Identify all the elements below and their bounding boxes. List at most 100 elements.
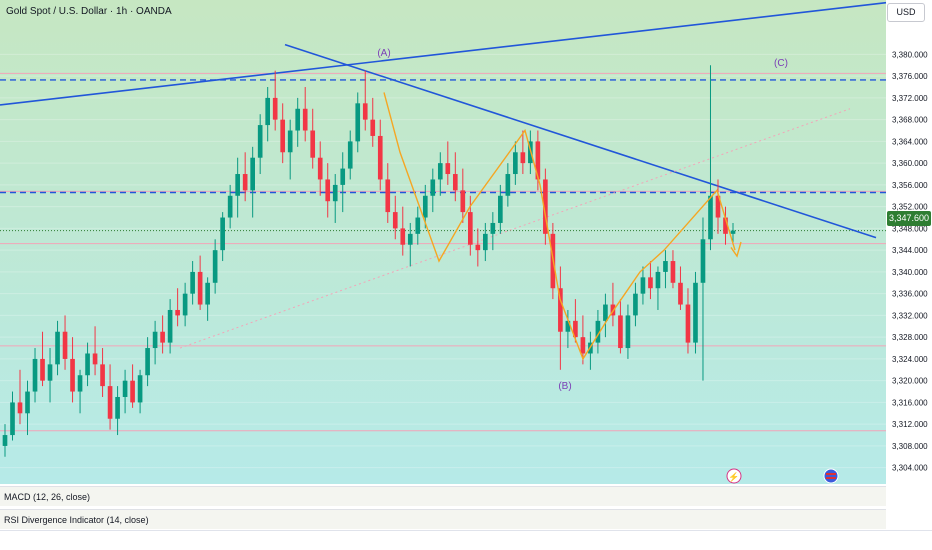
candle-body xyxy=(332,184,338,202)
y-tick-label: 3,336.000 xyxy=(892,290,928,299)
wave-path xyxy=(383,92,736,361)
candle-body xyxy=(347,141,353,169)
candle-body xyxy=(212,250,218,283)
us-flag-stripe xyxy=(826,477,836,479)
candle-body xyxy=(85,353,90,376)
falling-trendline xyxy=(284,43,877,239)
candle-body xyxy=(693,282,698,343)
y-tick-label: 3,340.000 xyxy=(892,268,928,277)
rsi-pane[interactable]: RSI Divergence Indicator (14, close) xyxy=(0,509,886,529)
candle-body xyxy=(287,130,293,153)
candle-body xyxy=(152,331,158,349)
candle-body xyxy=(430,179,436,196)
candle-body xyxy=(205,282,210,305)
y-tick-label: 3,352.000 xyxy=(892,203,928,212)
us-flag-stripe xyxy=(826,473,836,475)
candle-body xyxy=(580,337,586,354)
wave-label-c: (C) xyxy=(774,58,788,69)
candle-body xyxy=(190,271,195,294)
candle-body xyxy=(295,108,301,131)
candle-body xyxy=(655,271,661,289)
candle-body xyxy=(452,174,458,191)
y-tick-label: 3,360.000 xyxy=(892,159,928,168)
y-tick-label: 3,304.000 xyxy=(892,464,928,473)
candle-body xyxy=(498,195,503,223)
candle-body xyxy=(543,179,548,234)
candle-body xyxy=(272,97,278,120)
y-tick-label: 3,312.000 xyxy=(892,420,928,429)
candle-body xyxy=(302,108,308,131)
candle-body xyxy=(460,190,466,213)
dotted-channel-line xyxy=(179,108,851,349)
candle-body xyxy=(603,304,608,321)
candle-body xyxy=(310,130,316,158)
candle-body xyxy=(708,195,713,240)
candle-body xyxy=(40,358,45,381)
candle-body xyxy=(400,228,406,245)
y-tick-label: 3,308.000 xyxy=(892,442,928,451)
candle-body xyxy=(160,331,165,343)
candle-body xyxy=(340,168,346,185)
candle-body xyxy=(317,157,323,180)
y-tick-label: 3,328.000 xyxy=(892,333,928,342)
y-tick-label: 3,344.000 xyxy=(892,246,928,255)
candle-body xyxy=(122,380,128,397)
candle-body xyxy=(130,380,135,403)
price-axis-background xyxy=(886,0,932,550)
wave-arrow-head xyxy=(730,241,742,258)
y-tick-label: 3,324.000 xyxy=(892,355,928,364)
lightning-glyph: ⚡ xyxy=(728,471,739,483)
candle-body xyxy=(107,386,113,419)
wave-label-b: (B) xyxy=(558,381,571,392)
candle-body xyxy=(392,212,398,229)
candle-body xyxy=(715,195,721,218)
candle-body xyxy=(437,163,443,180)
candle-body xyxy=(663,261,668,272)
candle-body xyxy=(197,271,203,305)
currency-button[interactable]: USD xyxy=(887,3,925,22)
candle-body xyxy=(257,125,263,158)
candle-body xyxy=(445,163,451,175)
chart-title: Gold Spot / U.S. Dollar · 1h · OANDA xyxy=(6,6,172,17)
candle-body xyxy=(220,217,225,251)
candle-body xyxy=(625,315,631,349)
y-tick-label: 3,320.000 xyxy=(892,377,928,386)
y-tick-label: 3,364.000 xyxy=(892,137,928,146)
candle-body xyxy=(595,320,601,343)
candle-body xyxy=(640,277,646,294)
candle-body xyxy=(280,119,286,153)
candle-body xyxy=(370,119,376,136)
candle-body xyxy=(483,233,488,251)
candle-body xyxy=(55,331,60,365)
y-tick-label: 3,356.000 xyxy=(892,181,928,190)
candle-body xyxy=(467,212,473,245)
candle-body xyxy=(407,233,413,245)
candle-body xyxy=(145,348,150,376)
candle-body xyxy=(137,375,143,403)
candle-body xyxy=(475,244,481,251)
candle-body xyxy=(618,315,623,349)
macd-pane[interactable]: MACD (12, 26, close) xyxy=(0,486,886,506)
candle-body xyxy=(670,261,676,283)
candle-body xyxy=(2,435,8,446)
candle-body xyxy=(422,195,428,218)
candle-body xyxy=(62,331,68,359)
candle-body xyxy=(242,174,248,191)
candle-body xyxy=(175,309,180,316)
us-flag-icon xyxy=(823,468,839,484)
candle-body xyxy=(227,195,233,218)
candle-body xyxy=(355,103,361,142)
candle-body xyxy=(377,135,383,180)
candle-body xyxy=(265,97,271,126)
candle-body xyxy=(362,103,368,120)
candle-body xyxy=(77,375,83,392)
candle-body xyxy=(92,353,98,365)
candle-body xyxy=(47,364,53,381)
time-axis xyxy=(0,530,932,550)
candle-body xyxy=(115,396,120,419)
candle-body xyxy=(648,277,653,289)
candle-body xyxy=(723,217,728,234)
candle-body xyxy=(17,402,23,414)
